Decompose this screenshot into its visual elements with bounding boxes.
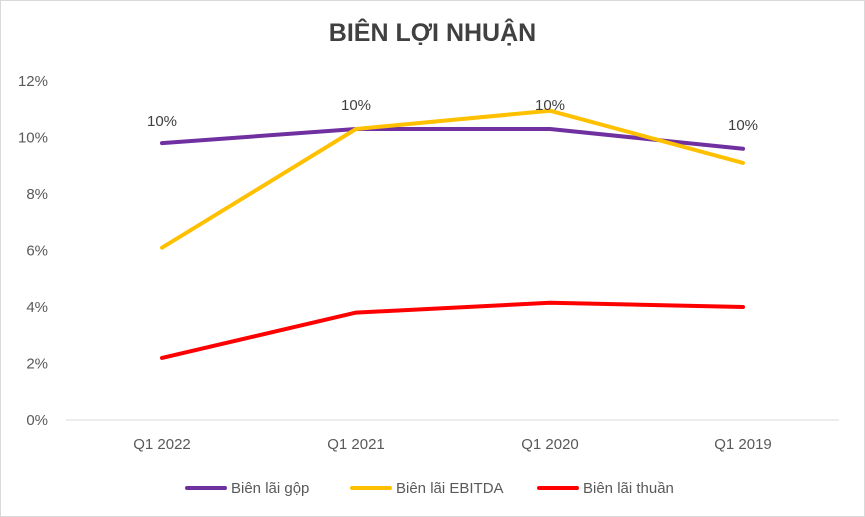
x-tick-label: Q1 2019 xyxy=(714,436,772,453)
series-line-1 xyxy=(160,127,745,151)
series-line-3 xyxy=(160,300,745,360)
x-tick-label: Q1 2020 xyxy=(521,436,579,453)
y-tick-label: 8% xyxy=(26,186,48,203)
data-label: 10% xyxy=(147,113,177,130)
series-line-2 xyxy=(160,108,745,250)
y-tick-label: 10% xyxy=(18,130,48,147)
y-tick-label: 2% xyxy=(26,356,48,373)
y-tick-label: 6% xyxy=(26,243,48,260)
legend-label-1: Biên lãi gộp xyxy=(231,480,309,497)
legend-label-2: Biên lãi EBITDA xyxy=(396,480,504,497)
x-tick-label: Q1 2021 xyxy=(327,436,385,453)
y-tick-label: 4% xyxy=(26,299,48,316)
chart-title: BIÊN LỢI NHUẬN xyxy=(328,19,537,47)
x-tick-label: Q1 2022 xyxy=(133,436,191,453)
legend-label-3: Biên lãi thuần xyxy=(583,480,674,497)
y-tick-label: 12% xyxy=(18,73,48,90)
data-label: 10% xyxy=(341,97,371,114)
y-tick-label: 0% xyxy=(26,412,48,429)
data-label: 10% xyxy=(728,117,758,134)
data-label: 10% xyxy=(535,97,565,114)
